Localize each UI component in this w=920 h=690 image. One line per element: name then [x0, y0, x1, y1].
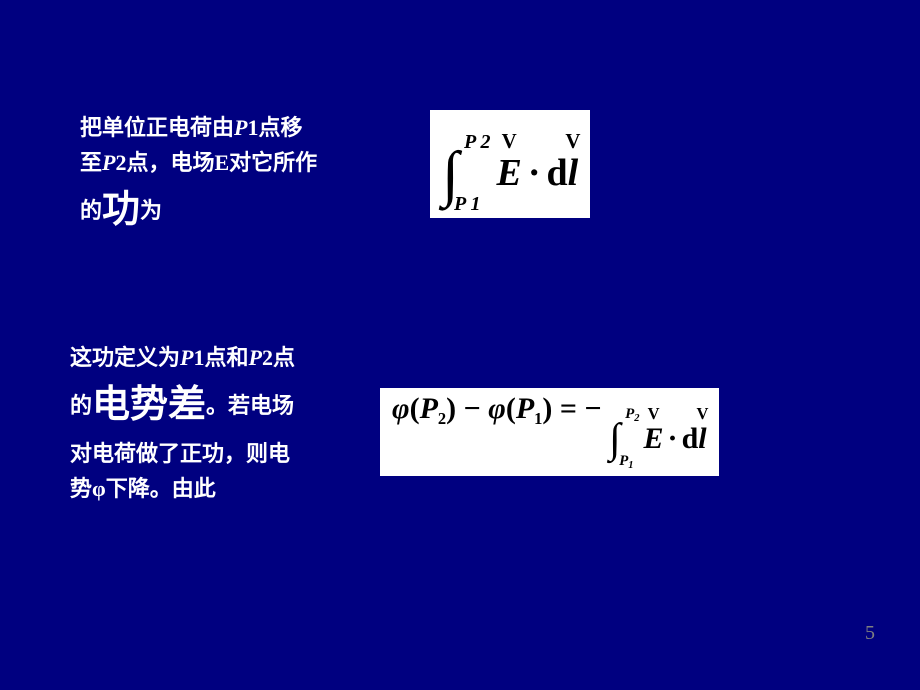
sub: 2	[438, 409, 446, 428]
t: 的	[70, 393, 92, 418]
formula-potential-difference: φ(P2) − φ(P1) = − P2 ∫ P1 V E · d V l	[380, 388, 719, 476]
dot: ·	[522, 151, 547, 195]
t: 2	[262, 345, 273, 370]
vector-E: V E	[644, 422, 664, 456]
t: 对它所作	[229, 150, 317, 175]
phi: φ	[488, 392, 506, 425]
P: P	[420, 392, 438, 425]
t: P	[234, 115, 247, 140]
t: 为	[140, 198, 162, 223]
t: 势	[70, 476, 92, 501]
rp: )	[446, 392, 464, 425]
upper-limit: P2	[625, 408, 639, 423]
t: 这功定义为	[70, 345, 180, 370]
minus: −	[464, 392, 481, 425]
t: 对电荷做了正功，则电	[70, 441, 290, 466]
t: 点和	[204, 345, 248, 370]
upper-limit: P 2	[464, 134, 490, 150]
t: 把单位正电荷由	[80, 115, 234, 140]
paragraph-2-text: 这功定义为P1点和P2点 的电势差。若电场 对电荷做了正功，则电 势φ下降。由此	[70, 340, 360, 506]
t: 。若电场	[206, 393, 294, 418]
phi: φ	[392, 392, 410, 425]
t: φ	[92, 476, 106, 501]
t: P	[180, 345, 193, 370]
lower-limit: P 1	[454, 196, 480, 212]
vector-l: V l	[568, 151, 579, 195]
neg: −	[585, 392, 602, 425]
emphasis-potential-diff: 电势差	[92, 384, 206, 426]
t: 至	[80, 150, 102, 175]
t: 点，电场	[126, 150, 214, 175]
t: 1	[247, 115, 258, 140]
t: E	[214, 150, 229, 175]
d: d	[682, 422, 699, 456]
lower-limit: P1	[619, 455, 633, 470]
vector-l: V l	[698, 422, 706, 456]
formula-work-integral: P 2 ∫ P 1 V E · d V l	[430, 110, 590, 218]
P: P	[516, 392, 534, 425]
t: 点移	[258, 115, 302, 140]
t: 点	[273, 345, 295, 370]
dot: ·	[664, 422, 682, 456]
eq: =	[560, 392, 577, 425]
page-number: 5	[865, 622, 875, 645]
t: 1	[193, 345, 204, 370]
integral-sign: ∫	[609, 423, 621, 457]
lp: (	[506, 392, 516, 425]
d: d	[547, 151, 568, 195]
vector-E: V E	[496, 151, 521, 195]
emphasis-work: 功	[102, 189, 140, 231]
t: P	[102, 150, 115, 175]
lp: (	[410, 392, 420, 425]
t: 的	[80, 198, 102, 223]
t: P	[248, 345, 261, 370]
paragraph-1-text: 把单位正电荷由P1点移 至P2点，电场E对它所作 的功为	[80, 110, 370, 241]
t: 下降。由此	[106, 476, 216, 501]
t: 2	[115, 150, 126, 175]
rp: )	[542, 392, 560, 425]
